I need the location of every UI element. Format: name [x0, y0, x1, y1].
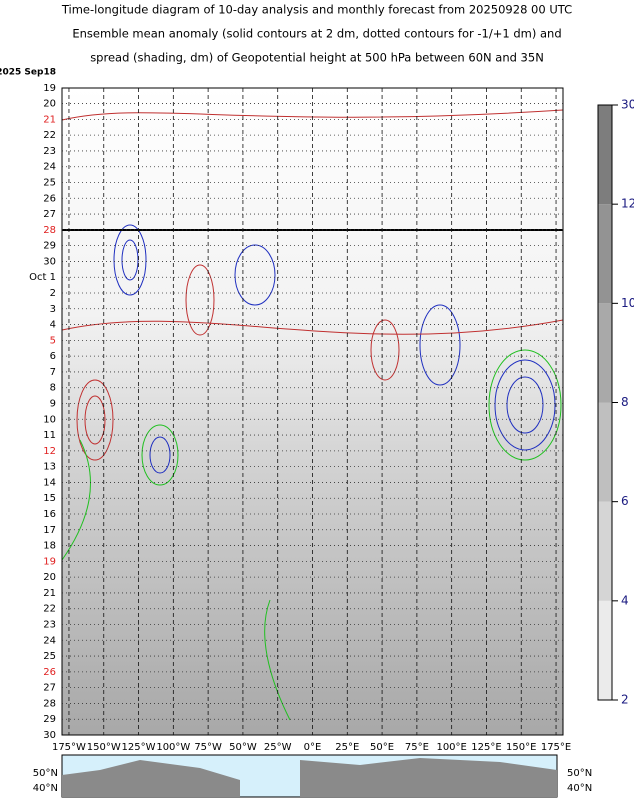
y-tick-label: 26 — [43, 193, 56, 204]
x-tick-label: 175°E — [541, 742, 571, 753]
y-tick-label: 15 — [43, 493, 56, 504]
y-tick-label: 25 — [43, 651, 56, 662]
y-tick-label: 23 — [43, 146, 56, 157]
y-tick-label: 28 — [43, 225, 56, 236]
y-tick-label: 25 — [43, 178, 56, 189]
contours — [61, 109, 564, 721]
colorbar-band — [598, 402, 612, 502]
y-tick-label: 6 — [50, 351, 56, 362]
colorbar-band — [598, 204, 612, 304]
y-tick-label: Oct 1 — [29, 272, 56, 283]
y-tick-label: 9 — [50, 399, 56, 410]
y-tick-label: 20 — [43, 572, 56, 583]
x-tick-label: 0°E — [304, 742, 322, 753]
y-tick-label: 16 — [43, 509, 56, 520]
colorbar-label: 6 — [621, 494, 629, 508]
y-tick-label: 5 — [50, 335, 56, 346]
y-tick-label: 17 — [43, 525, 56, 536]
map-lat-label: 40°N — [567, 783, 592, 794]
y-tick-label: 7 — [50, 367, 56, 378]
colorbar-label: 4 — [621, 593, 629, 607]
y-tick-label: 3 — [50, 304, 56, 315]
colorbar-label: 8 — [621, 395, 629, 409]
x-tick-label: 25°W — [264, 742, 292, 753]
map-lat-label: 40°N — [33, 783, 58, 794]
colorbar-frame — [597, 104, 613, 701]
colorbar-label: 10 — [621, 296, 634, 310]
x-tick-label: 75°E — [405, 742, 429, 753]
land — [62, 758, 557, 797]
y-tick-label: 28 — [43, 698, 56, 709]
x-tick-label: 100°E — [436, 742, 466, 753]
title-line: Time-longitude diagram of 10-day analysi… — [61, 3, 572, 17]
colorbar-band — [598, 501, 612, 601]
y-tick-label: 30 — [43, 256, 56, 267]
y-tick-label: 21 — [43, 588, 56, 599]
y-tick-label: 8 — [50, 383, 56, 394]
colorbar-band — [598, 105, 612, 205]
title-line: Ensemble mean anomaly (solid contours at… — [72, 27, 561, 41]
y-tick-label: 24 — [43, 635, 56, 646]
title-line: spread (shading, dm) of Geopotential hei… — [90, 51, 544, 65]
x-tick-label: 150°E — [506, 742, 536, 753]
y-tick-label: 19 — [43, 83, 56, 94]
y-tick-label: 29 — [43, 241, 56, 252]
x-tick-label: 150°W — [87, 742, 121, 753]
x-tick-label: 125°E — [471, 742, 501, 753]
y-tick-label: 4 — [50, 320, 56, 331]
x-tick-label: 25°E — [335, 742, 359, 753]
x-tick-label: 175°W — [52, 742, 86, 753]
map-lat-label: 50°N — [567, 768, 592, 779]
colorbar-label: 30 — [621, 98, 634, 112]
y-tick-label: 22 — [43, 130, 56, 141]
y-tick-label: 12 — [43, 446, 56, 457]
y-tick-label: 2025 Sep18 — [0, 68, 56, 78]
y-tick-label: 27 — [43, 209, 56, 220]
y-tick-label: 29 — [43, 714, 56, 725]
y-tick-label: 13 — [43, 462, 56, 473]
y-tick-label: 11 — [43, 430, 56, 441]
colorbar-label: 12 — [621, 197, 634, 211]
y-tick-label: 26 — [43, 667, 56, 678]
y-tick-label: 23 — [43, 620, 56, 631]
colorbar-label: 2 — [621, 693, 629, 707]
y-tick-label: 18 — [43, 541, 56, 552]
y-tick-label: 27 — [43, 683, 56, 694]
x-tick-label: 75°W — [194, 742, 222, 753]
colorbar-band — [598, 600, 612, 700]
y-tick-label: 10 — [43, 414, 56, 425]
x-tick-label: 50°E — [370, 742, 394, 753]
y-tick-label: 20 — [43, 99, 56, 110]
map-lat-label: 50°N — [33, 768, 58, 779]
y-tick-label: 30 — [43, 730, 56, 741]
y-tick-label: 2 — [50, 288, 56, 299]
colorbar-band — [598, 303, 612, 403]
y-tick-label: 14 — [43, 477, 56, 488]
y-tick-label: 24 — [43, 162, 56, 173]
x-tick-label: 50°W — [229, 742, 257, 753]
x-tick-label: 125°W — [122, 742, 156, 753]
x-tick-label: 100°W — [156, 742, 190, 753]
y-tick-label: 21 — [43, 114, 56, 125]
y-tick-label: 19 — [43, 556, 56, 567]
y-tick-label: 22 — [43, 604, 56, 615]
